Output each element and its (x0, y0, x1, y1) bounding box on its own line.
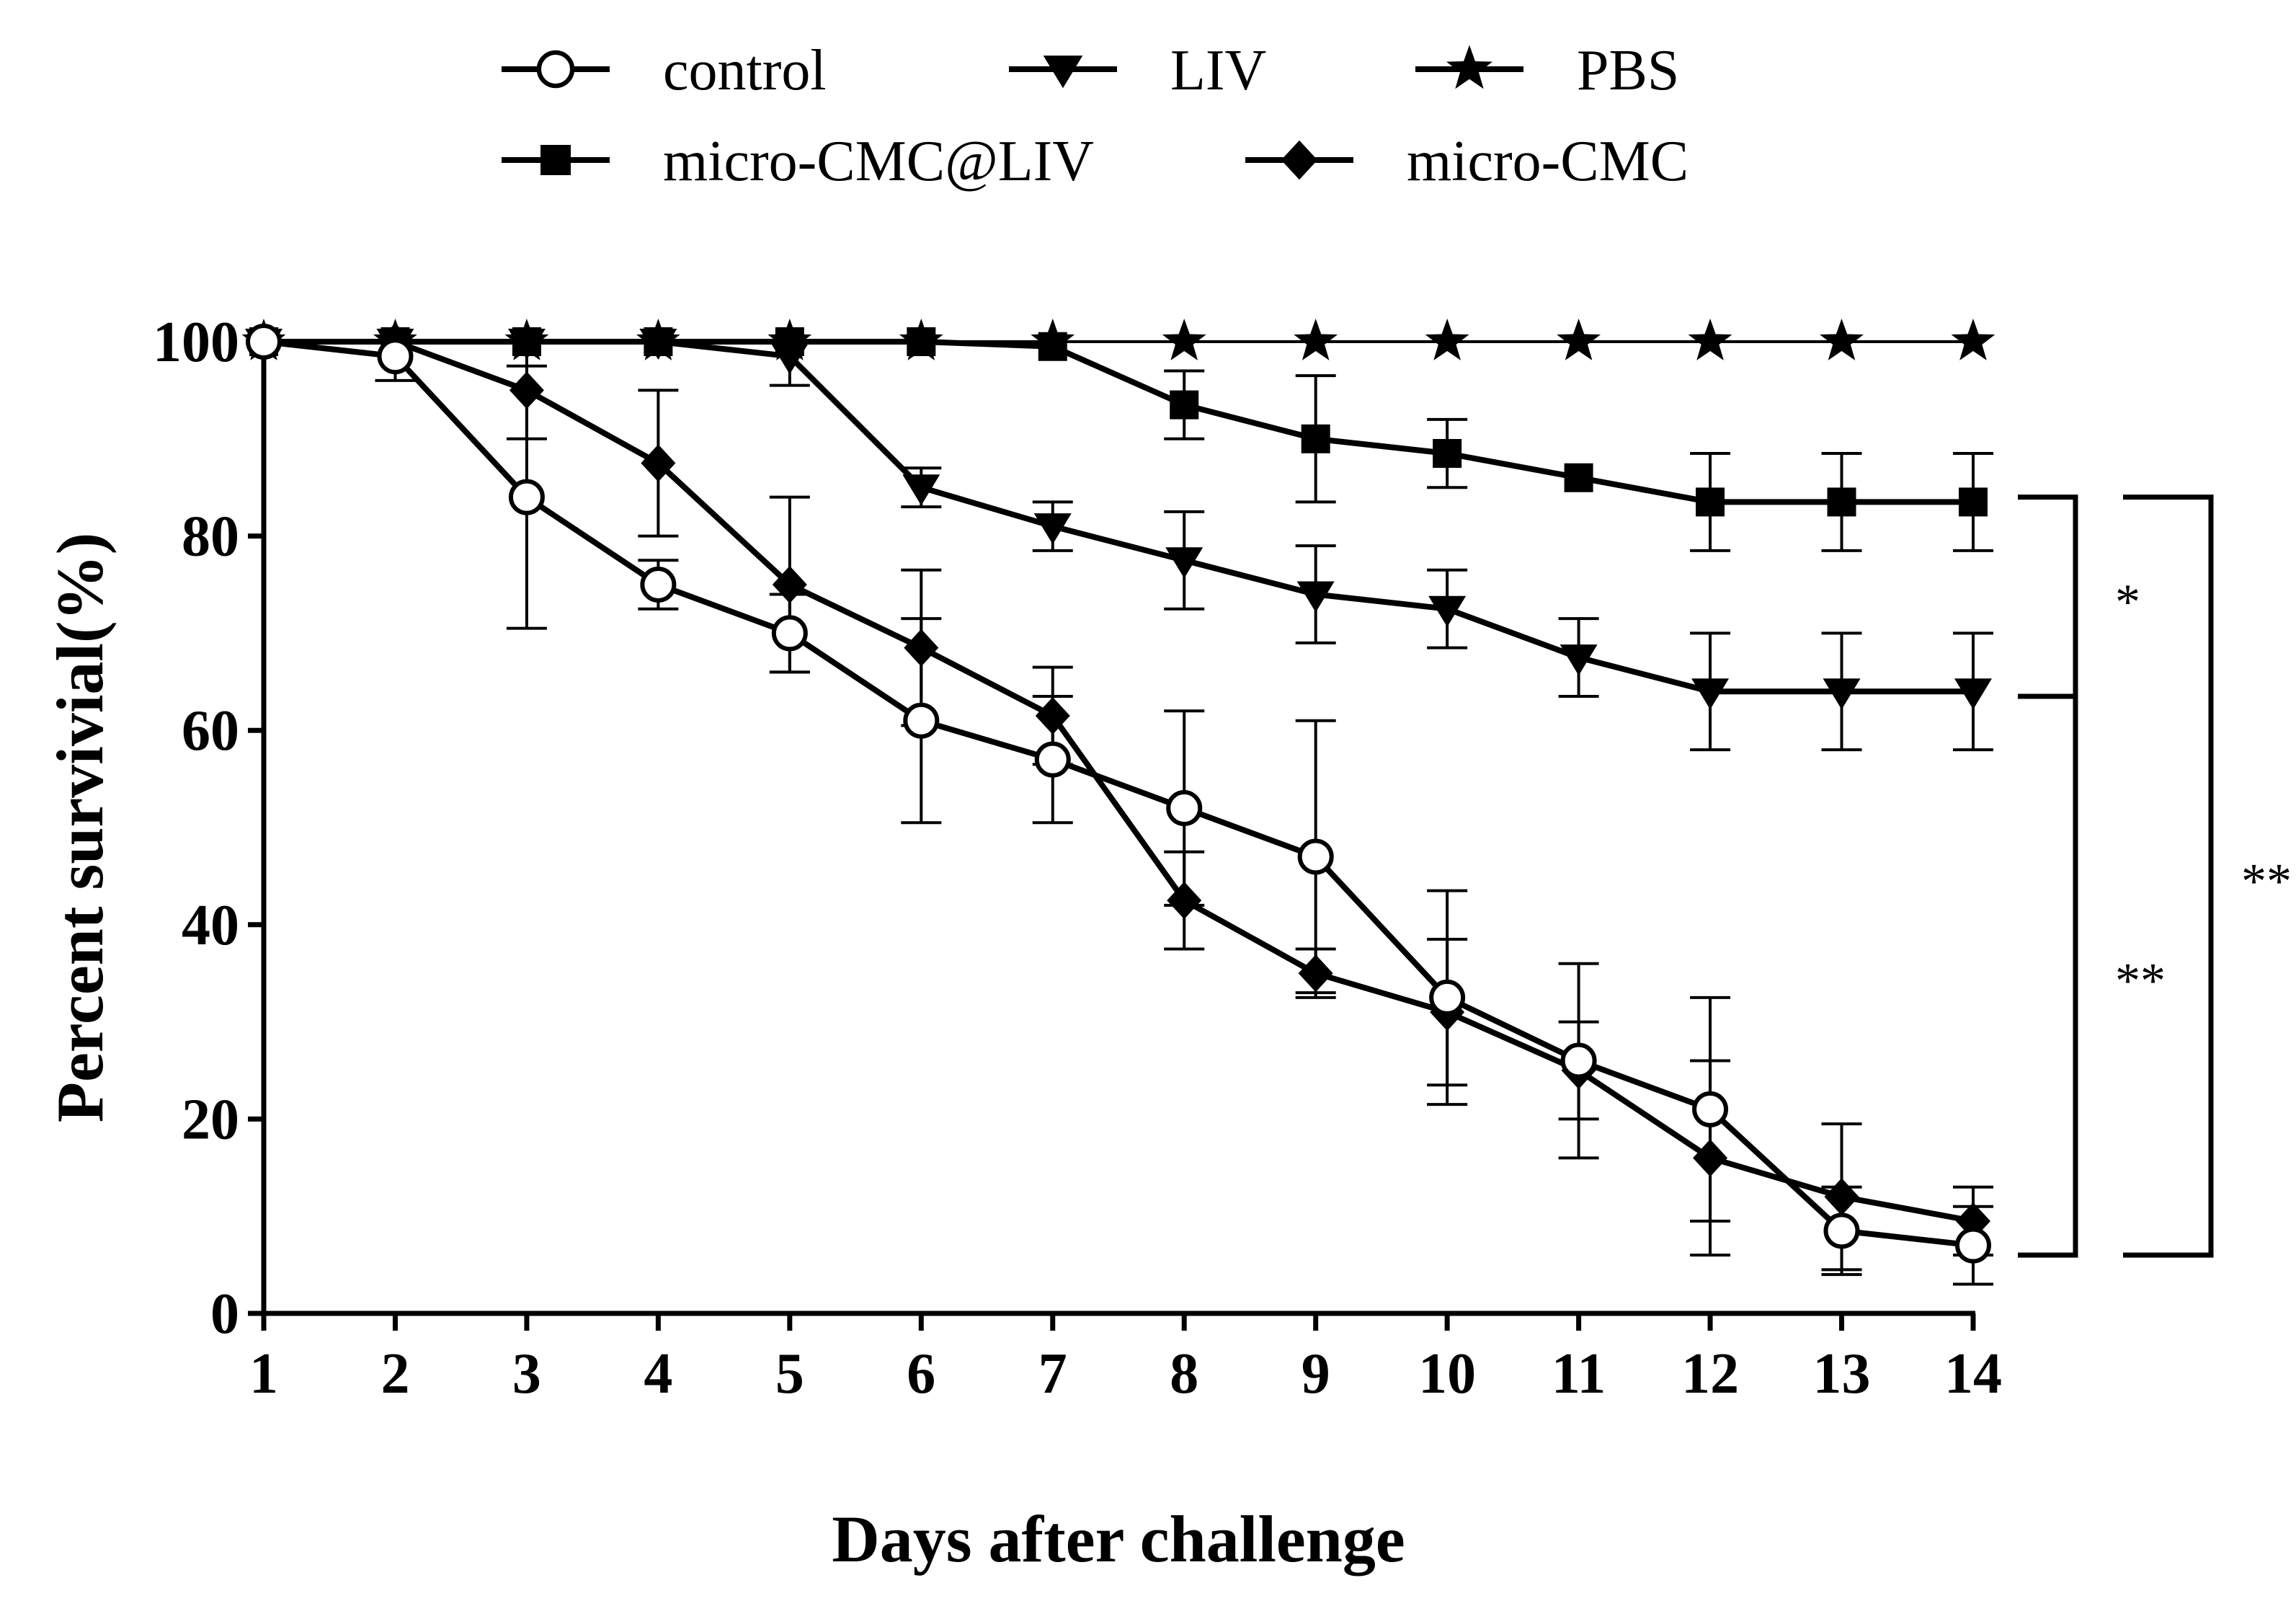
data-point (1559, 644, 1598, 676)
x-tick-label: 14 (1944, 1342, 2002, 1406)
data-point (1301, 424, 1330, 453)
data-point (1955, 1227, 1991, 1264)
data-point (1827, 487, 1856, 517)
data-point (1034, 741, 1071, 778)
y-tick-label: 0 (210, 1282, 239, 1346)
data-point (1820, 319, 1864, 360)
significance-label: ** (2115, 954, 2166, 1009)
data-point (1691, 678, 1730, 710)
legend-item-control: control (502, 39, 827, 102)
x-tick-label: 5 (775, 1342, 804, 1406)
data-point (907, 327, 936, 356)
data-point (1162, 319, 1206, 360)
significance-bracket: ** (2018, 693, 2166, 1258)
legend-marker (1043, 56, 1083, 89)
data-point (639, 329, 677, 360)
data-point (771, 615, 808, 652)
series-liv (245, 329, 1993, 752)
x-tick-label: 12 (1681, 1342, 1739, 1406)
significance-label: ** (2241, 853, 2292, 909)
data-point (1296, 581, 1335, 613)
data-point (1297, 838, 1334, 875)
data-point (1038, 332, 1067, 361)
legend: control LIV PBS micro-CMC@LIV micro-CMC (502, 39, 1688, 193)
data-point (1959, 487, 1988, 517)
legend-label: LIV (1170, 39, 1266, 102)
series-line (264, 339, 1974, 1224)
bracket-line (2018, 693, 2078, 1258)
data-point (1564, 463, 1593, 492)
legend-marker (540, 145, 571, 175)
legend-label: micro-CMC (1407, 130, 1688, 193)
series-line (264, 339, 1973, 695)
x-tick-label: 2 (381, 1342, 409, 1406)
legend-marker (536, 50, 575, 89)
x-axis-title: Days after challenge (832, 1502, 1405, 1576)
data-point (508, 479, 545, 515)
data-point (640, 567, 677, 603)
legend-item-liv: LIV (1009, 39, 1266, 102)
legend-marker (1446, 45, 1492, 89)
data-point (1688, 319, 1732, 360)
x-tick-label: 11 (1552, 1342, 1606, 1406)
data-point (641, 444, 676, 482)
data-point (770, 343, 809, 375)
legend-label: control (663, 39, 827, 102)
significance-bracket: ** (2123, 495, 2292, 1258)
data-point (1954, 678, 1992, 710)
bracket-line (2018, 495, 2078, 699)
data-point (1823, 1212, 1860, 1249)
data-point (1428, 595, 1467, 627)
data-point (1696, 487, 1725, 517)
data-point (377, 338, 414, 375)
legend-item-micro-cmc-liv: micro-CMC@LIV (502, 130, 1094, 193)
legend-marker (1281, 140, 1318, 180)
x-tick-label: 7 (1038, 1342, 1067, 1406)
significance-bracket: * (2018, 495, 2140, 699)
data-point (1560, 1042, 1597, 1079)
data-point (1823, 678, 1861, 710)
y-tick-label: 20 (182, 1088, 239, 1151)
x-tick-label: 6 (907, 1342, 935, 1406)
y-tick-label: 60 (182, 699, 239, 763)
data-point (1425, 319, 1469, 360)
y-tick-label: 100 (153, 311, 239, 374)
x-tick-label: 4 (644, 1342, 672, 1406)
y-axis-title: Percent survivial(%) (43, 533, 117, 1122)
data-point (1166, 790, 1203, 827)
legend-item-micro-cmc: micro-CMC (1245, 130, 1688, 193)
y-tick-label: 40 (182, 894, 239, 957)
x-tick-label: 9 (1301, 1342, 1330, 1406)
series-layer (241, 319, 1995, 1286)
x-tick-label: 3 (512, 1342, 541, 1406)
data-point (1433, 439, 1462, 469)
data-point (1429, 979, 1466, 1016)
significance-label: * (2115, 575, 2140, 630)
data-point (1165, 547, 1203, 579)
data-point (246, 324, 282, 360)
series-control (246, 324, 1993, 1286)
x-tick-label: 8 (1170, 1342, 1198, 1406)
legend-label: PBS (1577, 39, 1679, 102)
data-point (903, 702, 940, 739)
y-tick-label: 80 (182, 505, 239, 569)
x-tick-label: 13 (1813, 1342, 1871, 1406)
x-tick-label: 1 (249, 1342, 278, 1406)
series-line (263, 339, 1974, 1249)
significance-brackets: ***** (2018, 495, 2292, 1258)
legend-label: micro-CMC@LIV (663, 130, 1094, 193)
legend-item-pbs: PBS (1415, 39, 1679, 102)
data-point (1033, 513, 1072, 545)
data-point (1170, 390, 1199, 420)
x-tick-label: 10 (1418, 1342, 1476, 1406)
bracket-line (2123, 495, 2214, 1258)
data-point (1692, 1091, 1729, 1127)
data-point (1294, 319, 1338, 360)
data-point (1951, 319, 1995, 360)
data-point (1557, 319, 1601, 360)
data-point (902, 474, 940, 506)
